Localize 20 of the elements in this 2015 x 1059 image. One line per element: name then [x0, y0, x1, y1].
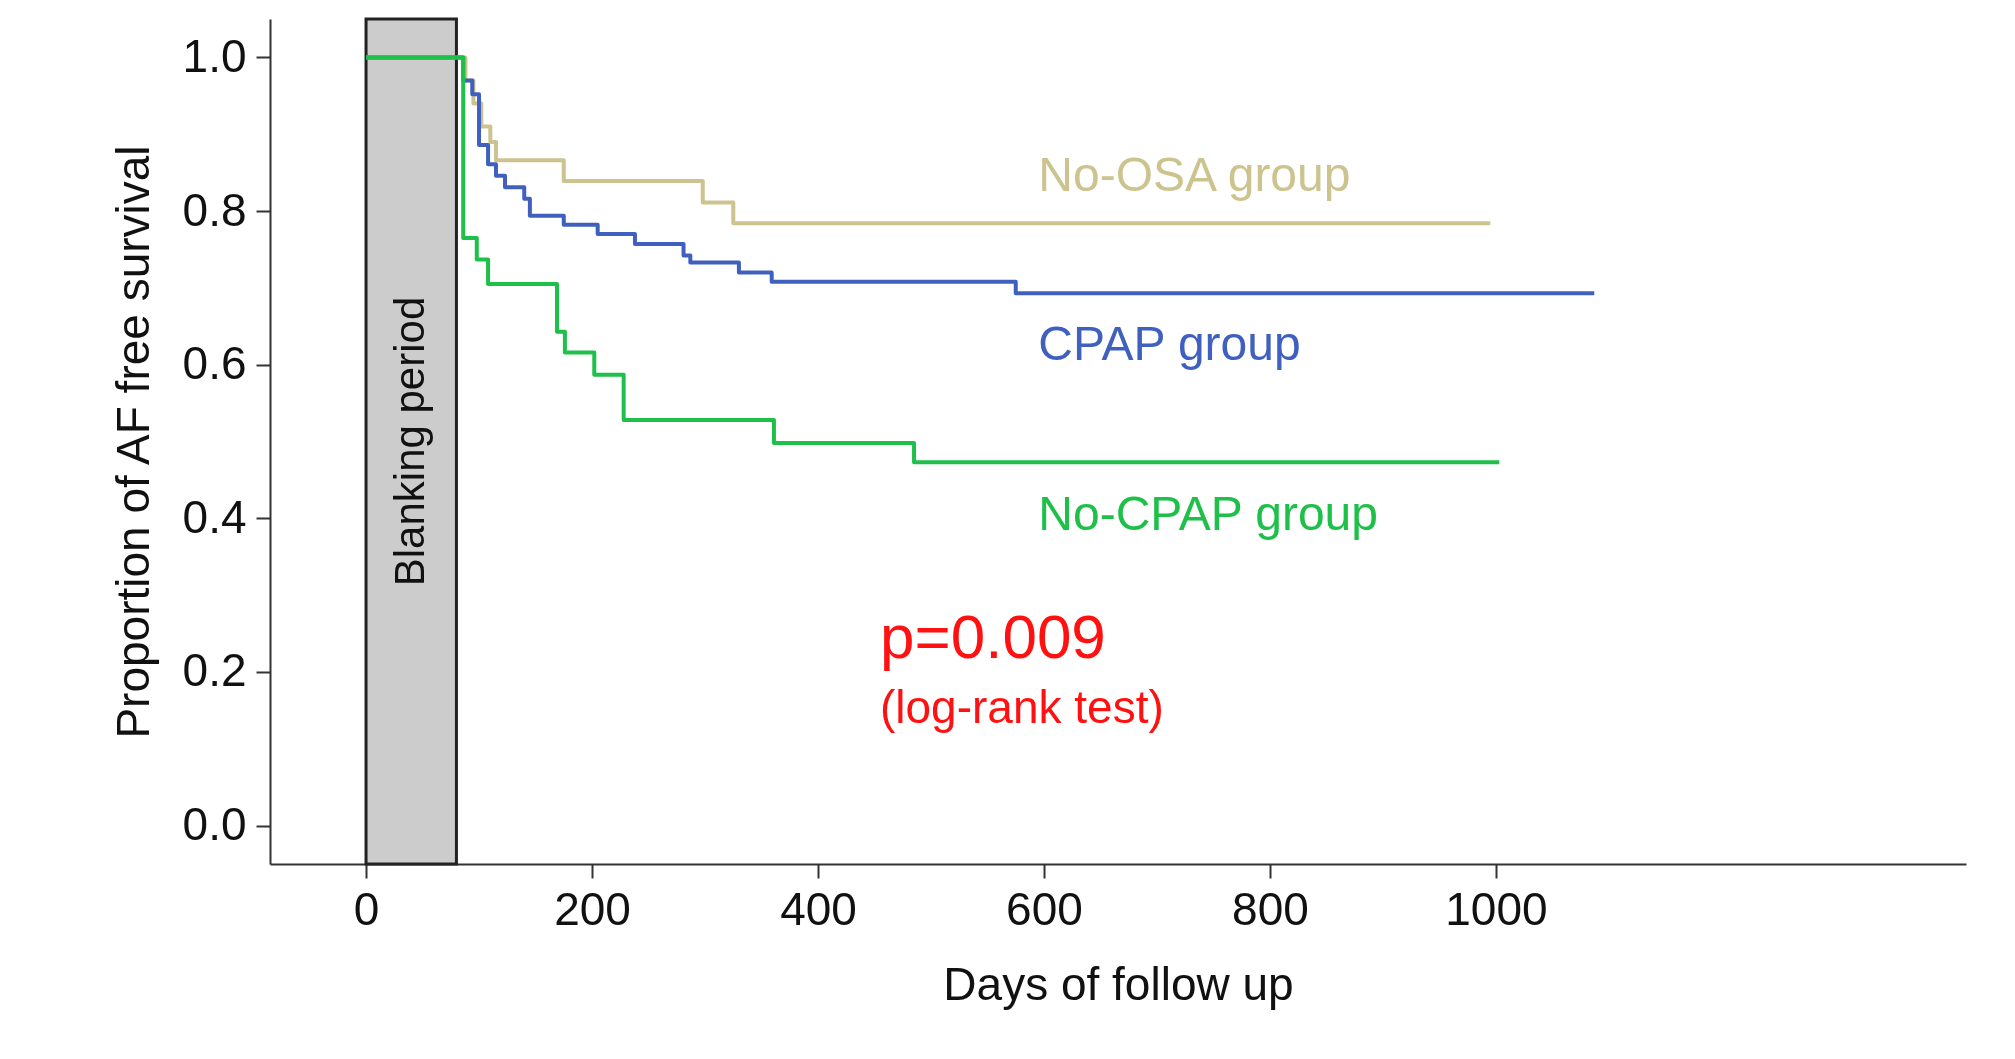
y-tick-label: 1.0 [182, 29, 247, 82]
y-axis-title: Proportion of AF free survival [106, 145, 159, 739]
y-tick-label: 0.4 [182, 490, 247, 543]
series-label: No-OSA group [1038, 148, 1351, 202]
annotation: p=0.009 [880, 602, 1106, 671]
x-tick-label: 800 [1232, 882, 1309, 935]
x-tick-label: 1000 [1445, 882, 1548, 935]
annotation: (log-rank test) [880, 681, 1164, 733]
x-axis-title: Days of follow up [943, 957, 1294, 1010]
x-tick-label: 200 [554, 882, 631, 935]
y-tick-label: 0.8 [182, 183, 247, 236]
series-label: No-CPAP group [1038, 487, 1379, 541]
y-tick-label: 0.0 [182, 798, 247, 851]
x-tick-label: 400 [780, 882, 857, 935]
band-label: Blanking period [386, 296, 434, 587]
x-tick-label: 0 [353, 882, 380, 935]
y-tick-label: 0.2 [182, 644, 247, 697]
series-label: CPAP group [1038, 317, 1301, 371]
y-tick-label: 0.6 [182, 337, 247, 390]
x-tick-label: 600 [1006, 882, 1083, 935]
